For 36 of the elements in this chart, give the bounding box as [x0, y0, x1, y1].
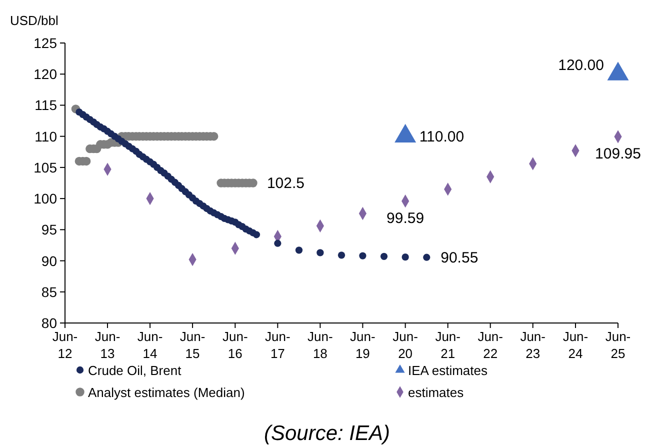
data-label: 120.00	[558, 57, 604, 74]
data-label: 110.00	[419, 128, 464, 146]
x-tick-label: Jun- 21	[435, 329, 460, 361]
y-tick-label: 95	[41, 222, 58, 238]
x-tick-label: Jun- 14	[137, 329, 163, 361]
x-tick-label: Jun- 23	[520, 329, 546, 361]
x-tick-label: Jun- 12	[52, 329, 78, 361]
x-tick-label: Jun- 19	[350, 329, 376, 361]
y-axis-title: USD/bbl	[10, 13, 59, 28]
x-tick-label: Jun- 15	[180, 329, 206, 361]
y-tick-label: 100	[34, 190, 58, 207]
data-label: 90.55	[440, 249, 478, 266]
legend-label: Analyst estimates (Median)	[88, 385, 245, 400]
y-tick-label: 125	[34, 35, 58, 51]
data-label: 109.95	[595, 146, 641, 163]
y-tick-label: 90	[41, 252, 58, 269]
y-tick-label: 115	[34, 97, 58, 114]
text: (Source: IEA)	[264, 422, 390, 445]
x-tick-label: Jun- 22	[478, 329, 503, 361]
legend-label: Crude Oil, Brent	[88, 363, 182, 378]
x-tick-label: Jun- 13	[94, 329, 120, 361]
x-tick-label: Jun- 20	[392, 329, 418, 361]
data-label: 99.59	[386, 210, 424, 228]
y-tick-label: 85	[41, 284, 58, 300]
y-tick-label: 80	[41, 315, 58, 331]
x-tick-label: Jun- 24	[562, 329, 588, 361]
data-label: 102.5	[266, 175, 305, 192]
y-tick-label: 110	[34, 128, 58, 144]
x-tick-label: Jun- 18	[308, 329, 333, 361]
x-tick-label: Jun- 16	[222, 329, 248, 361]
y-tick-label: 120	[34, 66, 58, 82]
x-tick-label: Jun- 25	[605, 329, 631, 361]
legend-label: estimates	[408, 385, 464, 400]
x-tick-label: Jun- 17	[265, 329, 290, 361]
legend-label: IEA estimates	[408, 363, 488, 378]
y-tick-label: 105	[34, 159, 58, 176]
